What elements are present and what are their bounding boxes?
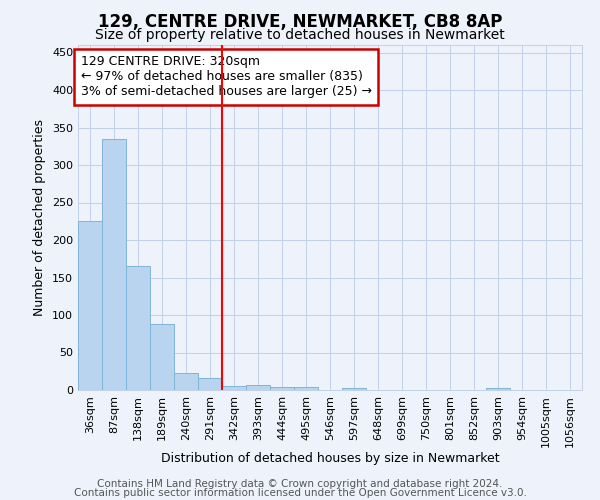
Text: 129, CENTRE DRIVE, NEWMARKET, CB8 8AP: 129, CENTRE DRIVE, NEWMARKET, CB8 8AP — [98, 12, 502, 30]
Bar — [126, 266, 150, 390]
Bar — [174, 373, 198, 390]
Y-axis label: Number of detached properties: Number of detached properties — [34, 119, 46, 316]
Text: Size of property relative to detached houses in Newmarket: Size of property relative to detached ho… — [95, 28, 505, 42]
Text: Contains HM Land Registry data © Crown copyright and database right 2024.: Contains HM Land Registry data © Crown c… — [97, 479, 503, 489]
Bar — [486, 388, 510, 390]
Bar — [102, 138, 126, 390]
Bar — [270, 387, 294, 390]
Bar — [246, 385, 270, 390]
Bar — [78, 221, 102, 390]
Bar — [294, 387, 318, 390]
Text: 129 CENTRE DRIVE: 320sqm
← 97% of detached houses are smaller (835)
3% of semi-d: 129 CENTRE DRIVE: 320sqm ← 97% of detach… — [80, 56, 371, 98]
Bar — [342, 388, 366, 390]
X-axis label: Distribution of detached houses by size in Newmarket: Distribution of detached houses by size … — [161, 452, 499, 465]
Bar — [150, 324, 174, 390]
Bar — [222, 386, 246, 390]
Text: Contains public sector information licensed under the Open Government Licence v3: Contains public sector information licen… — [74, 488, 526, 498]
Bar — [198, 378, 222, 390]
